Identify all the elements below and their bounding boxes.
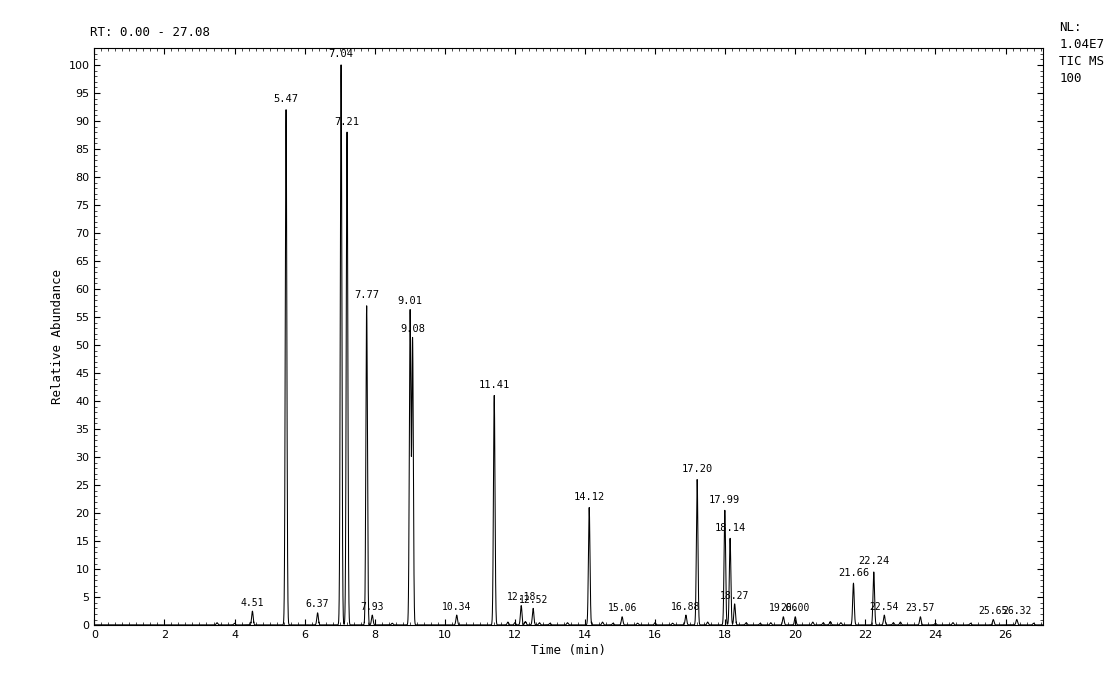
- Text: NL:
1.04E7
TIC MS
100: NL: 1.04E7 TIC MS 100: [1059, 21, 1104, 85]
- Text: 22.24: 22.24: [858, 556, 889, 566]
- Text: 7.77: 7.77: [354, 290, 380, 300]
- Text: RT: 0.00 - 27.08: RT: 0.00 - 27.08: [90, 26, 210, 39]
- Text: 21.66: 21.66: [838, 567, 869, 578]
- Text: 5.47: 5.47: [273, 94, 299, 104]
- Text: 25.65: 25.65: [979, 606, 1008, 616]
- Text: 16.88: 16.88: [672, 602, 700, 611]
- Text: 6.37: 6.37: [306, 600, 330, 609]
- Text: 23.57: 23.57: [906, 603, 935, 613]
- Text: 19.66: 19.66: [768, 603, 798, 613]
- Text: 17.99: 17.99: [709, 495, 740, 505]
- Text: 11.41: 11.41: [478, 380, 509, 390]
- Text: 22.54: 22.54: [869, 602, 899, 611]
- Text: 12.18: 12.18: [506, 592, 536, 602]
- Text: 4.51: 4.51: [241, 598, 264, 608]
- Text: 20.00: 20.00: [780, 603, 810, 613]
- Text: 7.04: 7.04: [329, 49, 354, 59]
- Text: 26.32: 26.32: [1002, 606, 1031, 616]
- Y-axis label: Relative Abundance: Relative Abundance: [51, 269, 64, 404]
- Text: 10.34: 10.34: [442, 602, 472, 611]
- Text: 15.06: 15.06: [607, 603, 637, 613]
- Text: 17.20: 17.20: [682, 464, 713, 474]
- Text: 14.12: 14.12: [574, 492, 605, 502]
- Text: 7.21: 7.21: [334, 117, 360, 126]
- Text: 18.14: 18.14: [715, 523, 746, 532]
- X-axis label: Time (min): Time (min): [532, 644, 606, 657]
- Text: 9.08: 9.08: [400, 324, 425, 334]
- Text: 18.27: 18.27: [720, 591, 749, 600]
- Text: 12.52: 12.52: [518, 595, 548, 605]
- Text: 9.01: 9.01: [397, 296, 423, 306]
- Text: 7.93: 7.93: [361, 602, 384, 611]
